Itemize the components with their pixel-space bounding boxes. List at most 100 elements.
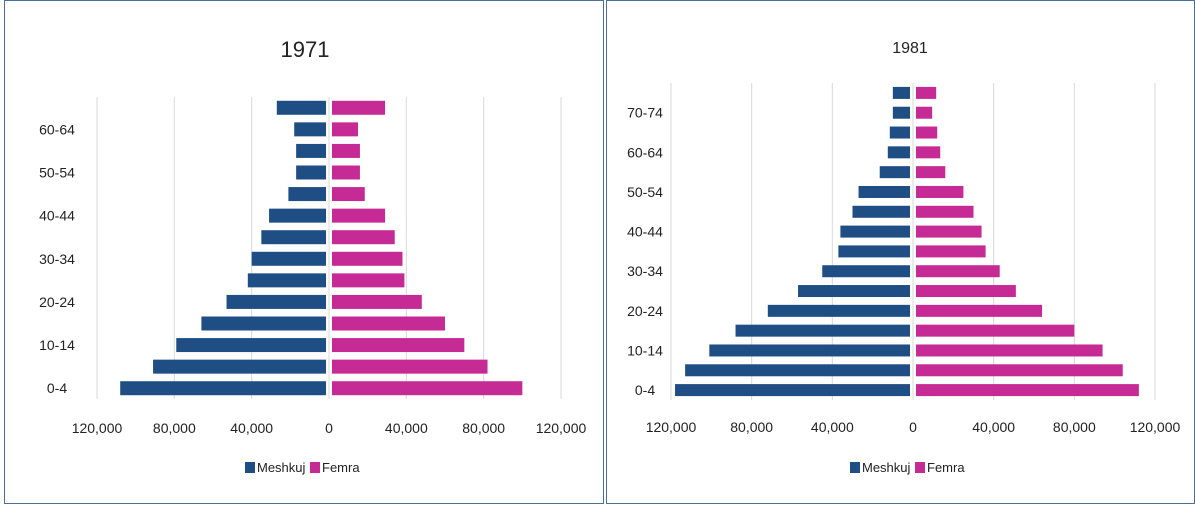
y-tick-label: 50-54	[627, 184, 663, 200]
y-tick-label: 0-4	[635, 382, 655, 398]
bar-male-65+	[276, 100, 326, 115]
bar-male-50-54	[858, 185, 910, 198]
y-tick-label: 60-64	[39, 121, 75, 137]
bar-male-40-44	[269, 208, 326, 223]
y-tick-label: 40-44	[627, 224, 663, 240]
y-tick-label: 30-34	[39, 251, 75, 267]
x-tick-label: 80,000	[730, 419, 773, 435]
legend-swatch-meshkuj	[850, 462, 860, 473]
x-tick-label: 80,000	[1053, 419, 1096, 435]
x-tick-label: 0	[325, 420, 333, 436]
bar-female-65+	[332, 100, 386, 115]
bar-female-70-74	[916, 106, 933, 119]
pyramid-chart-1981: 1981 120,000 80,000 40,000 0 40,000 80,000 120,…	[606, 0, 1195, 504]
y-tick-label: 60-64	[627, 144, 663, 160]
bar-male-40-44	[840, 225, 910, 238]
x-tick-label: 40,000	[385, 420, 428, 436]
legend-swatch-meshkuj	[245, 462, 255, 473]
bar-female-35-39	[916, 245, 986, 258]
bar-female-65-69	[916, 126, 938, 139]
bar-male-45-49	[852, 205, 910, 218]
bar-male-35-39	[261, 230, 326, 245]
legend-label-femra: Femra	[927, 460, 965, 475]
bar-male-25-29	[798, 285, 910, 298]
x-tick-label: 40,000	[811, 419, 854, 435]
bar-female-30-34	[332, 251, 403, 266]
bar-male-0-4	[120, 381, 326, 396]
y-tick-label: 40-44	[39, 208, 75, 224]
bar-male-15-19	[201, 316, 326, 331]
bar-male-10-14	[709, 344, 910, 357]
x-tick-label: 0	[909, 419, 917, 435]
bar-male-50-54	[296, 165, 326, 180]
bar-female-25-29	[916, 285, 1016, 298]
y-tick-label: 10-14	[39, 337, 75, 353]
x-tick-label: 120,000	[1130, 419, 1181, 435]
y-tick-label: 0-4	[47, 380, 67, 396]
bar-female-75+	[916, 86, 937, 99]
bar-male-20-24	[226, 294, 326, 309]
x-tick-label: 40,000	[230, 420, 273, 436]
bar-female-15-19	[916, 324, 1075, 337]
bar-female-55-59	[916, 166, 946, 179]
legend-label-meshkuj: Meshkuj	[862, 460, 911, 475]
bar-female-30-34	[916, 265, 1000, 278]
legend-label-meshkuj: Meshkuj	[257, 460, 306, 475]
bar-male-25-29	[247, 273, 326, 288]
bar-female-10-14	[916, 344, 1103, 357]
bar-female-35-39	[332, 230, 395, 245]
bar-male-60-64	[294, 122, 326, 137]
bar-female-60-64	[332, 122, 358, 137]
chart-svg-1971: 1971 120,000 80,000 40,000 0 40,000 80,000 120,…	[39, 37, 587, 475]
legend-label-femra: Femra	[322, 460, 360, 475]
bar-male-45-49	[288, 187, 326, 202]
bar-female-40-44	[332, 208, 386, 223]
pyramid-chart-1971: 1971 120,000 80,000 40,000 0 40,000 80,000 120,…	[4, 0, 604, 504]
bar-male-10-14	[176, 338, 326, 353]
bar-female-5-9	[332, 359, 488, 374]
bar-male-5-9	[685, 364, 910, 377]
bar-male-55-59	[879, 166, 910, 179]
bar-male-65-69	[889, 126, 910, 139]
bar-male-70-74	[892, 106, 910, 119]
legend-swatch-femra	[915, 462, 925, 473]
bar-female-50-54	[332, 165, 360, 180]
x-tick-label: 40,000	[972, 419, 1015, 435]
bar-male-55-59	[296, 143, 326, 158]
bar-female-20-24	[916, 304, 1043, 317]
y-tick-label: 30-34	[627, 263, 663, 279]
bar-female-45-49	[916, 205, 974, 218]
x-tick-label: 120,000	[646, 419, 697, 435]
bar-female-45-49	[332, 187, 365, 202]
bar-male-5-9	[153, 359, 326, 374]
bar-female-20-24	[332, 294, 422, 309]
bar-female-50-54	[916, 185, 964, 198]
bar-male-60-64	[887, 146, 910, 159]
x-tick-label: 120,000	[72, 420, 123, 436]
bar-female-10-14	[332, 338, 465, 353]
bar-male-75+	[892, 86, 910, 99]
chart-svg-1981: 1981 120,000 80,000 40,000 0 40,000 80,000 120,…	[627, 40, 1181, 475]
bar-male-0-4	[675, 384, 910, 397]
bar-female-5-9	[916, 364, 1123, 377]
x-tick-label: 120,000	[536, 420, 587, 436]
bar-female-15-19	[332, 316, 445, 331]
chart-title: 1971	[281, 37, 330, 62]
bar-male-15-19	[735, 324, 910, 337]
bar-male-30-34	[822, 265, 910, 278]
x-tick-label: 80,000	[153, 420, 196, 436]
y-tick-label: 70-74	[627, 105, 663, 121]
y-tick-label: 20-24	[39, 294, 75, 310]
chart-title: 1981	[892, 40, 928, 57]
bar-female-40-44	[916, 225, 982, 238]
bar-female-25-29	[332, 273, 405, 288]
x-tick-label: 80,000	[462, 420, 505, 436]
bar-female-0-4	[332, 381, 523, 396]
bar-female-55-59	[332, 143, 360, 158]
legend-swatch-femra	[310, 462, 320, 473]
bar-male-20-24	[767, 304, 910, 317]
bar-male-30-34	[251, 251, 326, 266]
y-tick-label: 50-54	[39, 165, 75, 181]
bar-female-60-64	[916, 146, 941, 159]
bar-male-35-39	[838, 245, 910, 258]
